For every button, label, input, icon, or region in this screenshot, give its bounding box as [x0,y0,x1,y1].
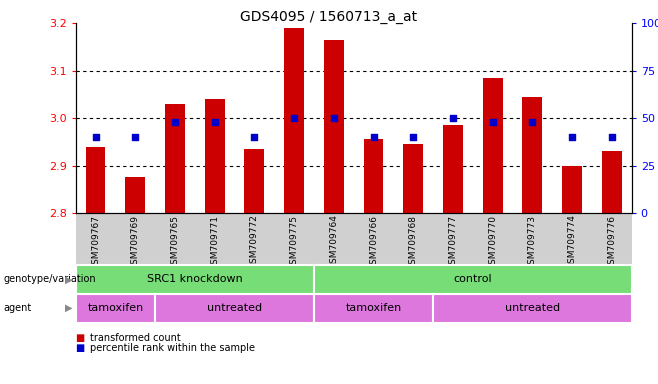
Bar [483,78,503,213]
Bar [245,149,265,213]
Text: percentile rank within the sample: percentile rank within the sample [90,343,255,353]
Text: genotype/variation: genotype/variation [3,274,96,285]
Text: ▶: ▶ [65,274,72,285]
Bar [86,147,105,213]
Bar [562,166,582,213]
Point [447,115,458,121]
Point [209,119,220,125]
Text: tamoxifen: tamoxifen [345,303,401,313]
Text: control: control [453,274,492,285]
Bar [364,139,384,213]
Point [170,119,180,125]
Text: agent: agent [3,303,32,313]
Point [90,134,101,140]
Text: tamoxifen: tamoxifen [88,303,143,313]
Text: GDS4095 / 1560713_a_at: GDS4095 / 1560713_a_at [240,10,418,23]
Text: ▶: ▶ [65,303,72,313]
Text: untreated: untreated [505,303,560,313]
Point [249,134,260,140]
Text: SRC1 knockdown: SRC1 knockdown [147,274,243,285]
Text: untreated: untreated [207,303,262,313]
Point [527,119,538,125]
Bar [125,177,145,213]
Point [328,115,339,121]
Point [567,134,577,140]
Bar [522,97,542,213]
Text: ■: ■ [76,343,88,353]
Point [368,134,379,140]
Point [488,119,498,125]
Point [408,134,418,140]
Bar [443,125,463,213]
Point [130,134,141,140]
Bar [284,28,304,213]
Bar [602,151,622,213]
Text: ■: ■ [76,333,88,343]
Bar [403,144,423,213]
Bar [324,40,343,213]
Point [289,115,299,121]
Point [607,134,617,140]
Text: transformed count: transformed count [90,333,181,343]
Bar [205,99,224,213]
Bar [165,104,185,213]
